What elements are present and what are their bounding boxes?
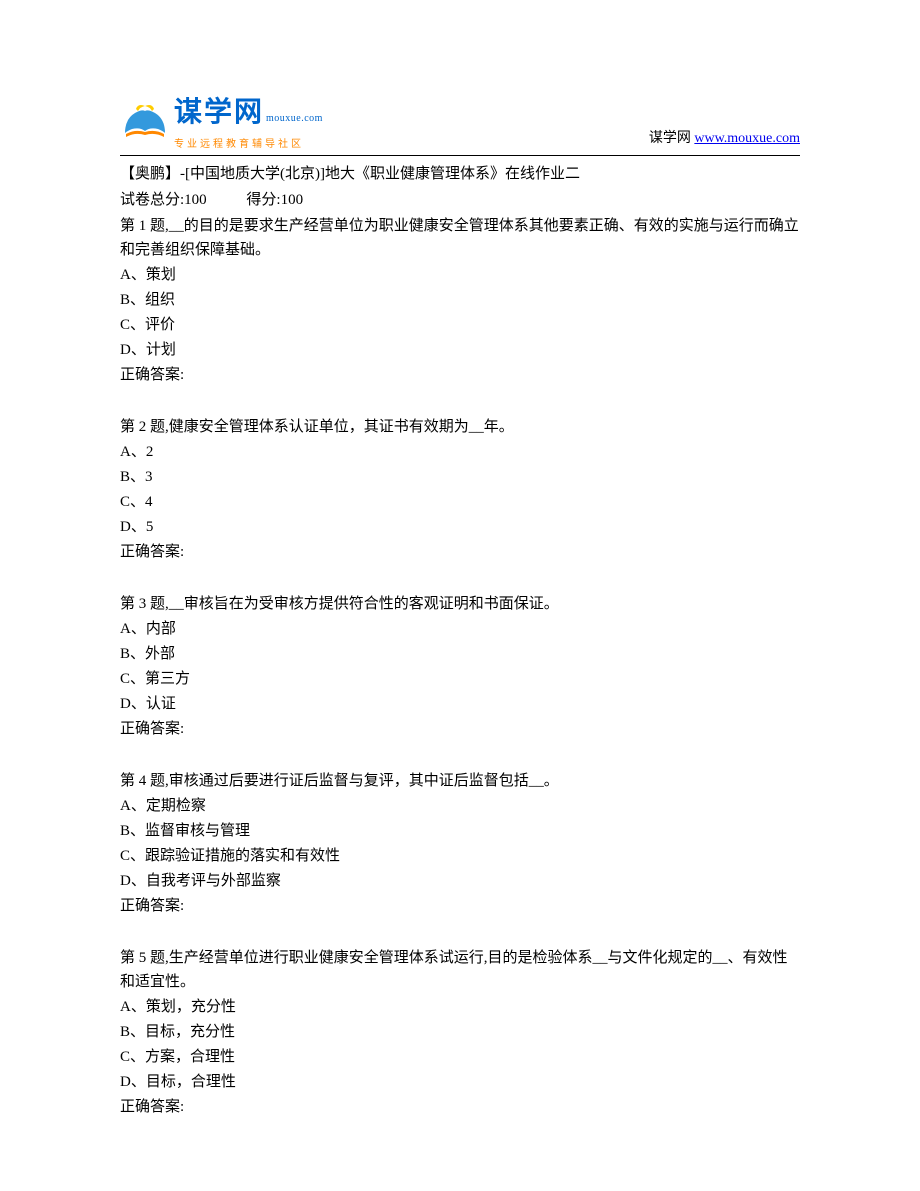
question-stem: 第 5 题,生产经营单位进行职业健康安全管理体系试运行,目的是检验体系__与文件…: [120, 946, 800, 994]
question-option: D、计划: [120, 338, 800, 362]
site-label: 谋学网: [649, 131, 695, 146]
question-option: A、2: [120, 440, 800, 464]
question-option: C、4: [120, 490, 800, 514]
answer-label: 正确答案:: [120, 1095, 800, 1119]
answer-label: 正确答案:: [120, 363, 800, 387]
question-stem: 第 4 题,审核通过后要进行证后监督与复评，其中证后监督包括__。: [120, 769, 800, 793]
question-option: D、认证: [120, 692, 800, 716]
document-content: 【奥鹏】-[中国地质大学(北京)]地大《职业健康管理体系》在线作业二 试卷总分:…: [120, 162, 800, 1119]
logo-chinese-text: 谋学网: [174, 90, 264, 135]
exam-score-line: 试卷总分:100 得分:100: [120, 188, 800, 212]
page-header: 谋学网 mouxue.com 专业远程教育辅导社区 谋学网 www.mouxue…: [120, 90, 800, 156]
logo-tagline-text: 专业远程教育辅导社区: [174, 137, 323, 153]
question-option: B、外部: [120, 642, 800, 666]
question-block: 第 2 题,健康安全管理体系认证单位，其证书有效期为__年。 A、2 B、3 C…: [120, 415, 800, 564]
exam-title: 【奥鹏】-[中国地质大学(北京)]地大《职业健康管理体系》在线作业二: [120, 162, 800, 186]
question-option: B、目标，充分性: [120, 1020, 800, 1044]
question-stem: 第 3 题,__审核旨在为受审核方提供符合性的客观证明和书面保证。: [120, 592, 800, 616]
question-block: 第 5 题,生产经营单位进行职业健康安全管理体系试运行,目的是检验体系__与文件…: [120, 946, 800, 1119]
question-option: A、策划: [120, 263, 800, 287]
logo-main-row: 谋学网 mouxue.com: [174, 90, 323, 135]
site-url-link[interactable]: www.mouxue.com: [694, 131, 800, 146]
answer-label: 正确答案:: [120, 540, 800, 564]
achieved-score-label: 得分:100: [246, 188, 303, 212]
logo-area: 谋学网 mouxue.com 专业远程教育辅导社区: [120, 90, 323, 153]
question-option: C、第三方: [120, 667, 800, 691]
question-option: B、3: [120, 465, 800, 489]
question-option: C、评价: [120, 313, 800, 337]
question-option: D、5: [120, 515, 800, 539]
question-option: B、监督审核与管理: [120, 819, 800, 843]
answer-label: 正确答案:: [120, 717, 800, 741]
question-option: C、跟踪验证措施的落实和有效性: [120, 844, 800, 868]
question-block: 第 1 题,__的目的是要求生产经营单位为职业健康安全管理体系其他要素正确、有效…: [120, 214, 800, 387]
question-option: D、自我考评与外部监察: [120, 869, 800, 893]
question-option: C、方案，合理性: [120, 1045, 800, 1069]
question-option: A、策划，充分性: [120, 995, 800, 1019]
question-option: D、目标，合理性: [120, 1070, 800, 1094]
answer-label: 正确答案:: [120, 894, 800, 918]
question-stem: 第 2 题,健康安全管理体系认证单位，其证书有效期为__年。: [120, 415, 800, 439]
logo-book-icon: [120, 101, 170, 141]
question-block: 第 4 题,审核通过后要进行证后监督与复评，其中证后监督包括__。 A、定期检察…: [120, 769, 800, 918]
question-stem: 第 1 题,__的目的是要求生产经营单位为职业健康安全管理体系其他要素正确、有效…: [120, 214, 800, 262]
total-score-label: 试卷总分:100: [120, 188, 207, 212]
logo-url-text: mouxue.com: [266, 111, 323, 127]
header-site-link: 谋学网 www.mouxue.com: [649, 128, 800, 152]
question-option: A、内部: [120, 617, 800, 641]
document-page: 谋学网 mouxue.com 专业远程教育辅导社区 谋学网 www.mouxue…: [0, 0, 920, 1179]
question-option: B、组织: [120, 288, 800, 312]
question-block: 第 3 题,__审核旨在为受审核方提供符合性的客观证明和书面保证。 A、内部 B…: [120, 592, 800, 741]
question-option: A、定期检察: [120, 794, 800, 818]
logo-text-group: 谋学网 mouxue.com 专业远程教育辅导社区: [174, 90, 323, 153]
